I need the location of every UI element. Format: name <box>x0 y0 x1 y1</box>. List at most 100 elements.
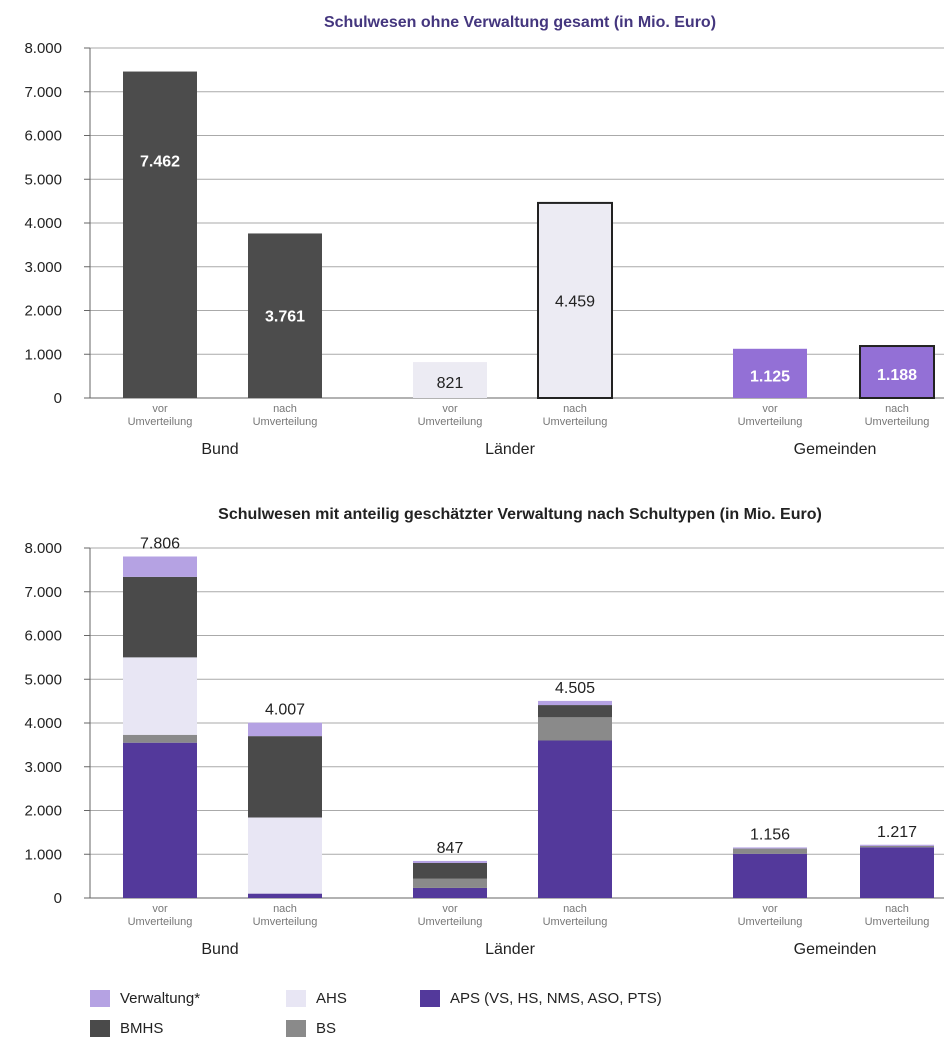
bar-total-label: 1.217 <box>877 824 917 841</box>
chart-bottom: Schulwesen mit anteilig geschätzter Verw… <box>24 506 944 958</box>
legend-item-ahs: AHS <box>286 990 347 1007</box>
y-tick-label: 2.000 <box>24 303 62 320</box>
bar-segment-verwaltung <box>248 722 322 737</box>
bar-segment-bs <box>733 848 807 854</box>
bar-segment-bmhs <box>248 736 322 818</box>
y-tick-label: 4.000 <box>24 215 62 232</box>
legend-label-ahs: AHS <box>316 990 347 1007</box>
x-tick-label: vor <box>762 903 778 915</box>
bar-segment-aps <box>123 742 197 898</box>
legend-item-aps: APS (VS, HS, NMS, ASO, PTS) <box>420 990 662 1007</box>
legend: Verwaltung* AHS APS (VS, HS, NMS, ASO, P… <box>90 990 850 1046</box>
legend-item-bs: BS <box>286 1020 336 1037</box>
x-tick-label: vor <box>442 903 458 915</box>
bar-segment-verwaltung <box>413 860 487 863</box>
x-tick-label: Umverteilung <box>128 916 193 928</box>
bar-value-label: 3.761 <box>265 309 305 326</box>
bar-value-label: 1.188 <box>877 367 917 384</box>
bar-segment-bs <box>538 717 612 741</box>
x-tick-label: vor <box>762 403 778 415</box>
bar-segment-bmhs <box>413 863 487 879</box>
y-tick-label: 1.000 <box>24 346 62 363</box>
legend-swatch-aps <box>420 990 440 1007</box>
bar-total-label: 4.505 <box>555 680 595 697</box>
bar-segment-aps <box>413 887 487 898</box>
x-tick-label: Umverteilung <box>738 916 803 928</box>
x-tick-label: nach <box>563 403 587 415</box>
bar <box>123 71 197 398</box>
y-tick-label: 8.000 <box>24 540 62 557</box>
bar <box>537 201 613 399</box>
group-label: Bund <box>201 941 238 958</box>
bar-value-label: 7.462 <box>140 154 180 171</box>
bar-total-label: 847 <box>437 840 464 857</box>
x-tick-label: Umverteilung <box>543 916 608 928</box>
legend-label-bs: BS <box>316 1020 337 1037</box>
x-tick-label: Umverteilung <box>128 416 193 428</box>
bar-segment-bmhs <box>123 576 197 658</box>
legend-item-verwaltung: Verwaltung* <box>90 990 200 1007</box>
bar-segment-verwaltung <box>538 700 612 706</box>
y-tick-label: 5.000 <box>24 671 62 688</box>
x-tick-label: Umverteilung <box>865 416 930 428</box>
bar <box>413 362 487 398</box>
bar-value-label: 821 <box>437 375 464 392</box>
group-label: Länder <box>485 441 535 458</box>
x-tick-label: Umverteilung <box>543 416 608 428</box>
y-tick-label: 7.000 <box>24 584 62 601</box>
bar-segment-aps <box>248 893 322 898</box>
x-tick-label: vor <box>152 403 168 415</box>
bar-segment-aps <box>538 740 612 898</box>
bar-total-label: 4.007 <box>265 702 305 719</box>
chart-top: Schulwesen ohne Verwaltung gesamt (in Mi… <box>24 14 944 458</box>
x-tick-label: vor <box>152 903 168 915</box>
y-tick-label: 5.000 <box>24 171 62 188</box>
legend-label-aps: APS (VS, HS, NMS, ASO, PTS) <box>450 990 662 1007</box>
legend-swatch-verwaltung <box>90 990 110 1007</box>
legend-swatch-bmhs <box>90 1020 110 1037</box>
y-tick-label: 0 <box>54 890 62 907</box>
chart-top-title: Schulwesen ohne Verwaltung gesamt (in Mi… <box>324 14 716 31</box>
bar <box>248 233 322 398</box>
y-tick-label: 1.000 <box>24 846 62 863</box>
y-tick-label: 8.000 <box>24 40 62 57</box>
bar <box>733 348 807 398</box>
x-tick-label: nach <box>885 903 909 915</box>
x-tick-label: vor <box>442 403 458 415</box>
legend-swatch-ahs <box>286 990 306 1007</box>
chart-bottom-title: Schulwesen mit anteilig geschätzter Verw… <box>218 506 822 523</box>
x-tick-label: nach <box>563 903 587 915</box>
x-tick-label: Umverteilung <box>865 916 930 928</box>
group-label: Gemeinden <box>794 441 877 458</box>
bar-value-label: 1.125 <box>750 368 790 385</box>
bar-segment-ahs <box>248 817 322 894</box>
bar-segment-bs <box>413 878 487 888</box>
bar-total-label: 1.156 <box>750 826 790 843</box>
legend-label-verwaltung: Verwaltung* <box>120 990 201 1007</box>
bar-segment-bs <box>860 845 934 848</box>
x-tick-label: Umverteilung <box>738 416 803 428</box>
legend-swatch-bs <box>286 1020 306 1037</box>
x-tick-label: Umverteilung <box>418 916 483 928</box>
bar-segment-aps <box>860 847 934 898</box>
bar-segment-aps <box>733 853 807 898</box>
bar-value-label: 4.459 <box>555 293 595 310</box>
y-tick-label: 3.000 <box>24 759 62 776</box>
y-tick-label: 3.000 <box>24 259 62 276</box>
x-tick-label: Umverteilung <box>253 416 318 428</box>
x-tick-label: nach <box>273 403 297 415</box>
group-label: Bund <box>201 441 238 458</box>
bar-segment-verwaltung <box>123 556 197 577</box>
y-tick-label: 7.000 <box>24 84 62 101</box>
legend-item-bmhs: BMHS <box>90 1020 163 1037</box>
y-tick-label: 6.000 <box>24 128 62 145</box>
bar-segment-verwaltung <box>733 847 807 849</box>
legend-label-bmhs: BMHS <box>120 1020 164 1037</box>
group-label: Länder <box>485 941 535 958</box>
y-tick-label: 2.000 <box>24 803 62 820</box>
bar-segment-verwaltung <box>860 844 934 846</box>
x-tick-label: Umverteilung <box>418 416 483 428</box>
bar-segment-ahs <box>123 657 197 735</box>
bar <box>859 345 935 399</box>
x-tick-label: nach <box>273 903 297 915</box>
